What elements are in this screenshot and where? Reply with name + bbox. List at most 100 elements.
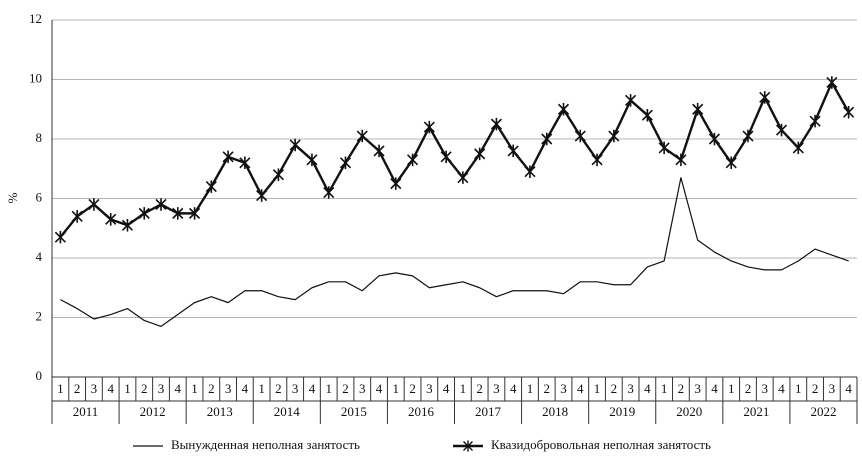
- x-tick-label: 1: [258, 381, 265, 396]
- legend-label: Квазидобровольная неполная занятость: [491, 437, 711, 452]
- year-label: 2016: [408, 404, 435, 419]
- x-tick-label: 3: [91, 381, 98, 396]
- marker: [692, 103, 704, 116]
- x-tick-label: 1: [325, 381, 332, 396]
- y-tick-label: 6: [36, 189, 43, 204]
- marker: [105, 213, 117, 226]
- marker: [205, 180, 217, 193]
- marker: [239, 156, 251, 170]
- x-tick-label: 4: [711, 381, 718, 396]
- x-tick-label: 3: [560, 381, 567, 396]
- x-tick-label: 4: [510, 381, 517, 396]
- marker: [188, 207, 201, 220]
- marker: [407, 153, 419, 167]
- marker: [608, 129, 620, 143]
- year-label: 2014: [274, 404, 301, 419]
- y-axis-label: %: [5, 192, 20, 203]
- x-tick-label: 3: [225, 381, 232, 396]
- marker: [440, 150, 452, 164]
- x-tick-label: 1: [393, 381, 400, 396]
- x-tick-label: 2: [476, 381, 483, 396]
- marker: [742, 129, 754, 143]
- marker: [289, 138, 301, 152]
- x-tick-label: 1: [460, 381, 467, 396]
- x-tick-label: 1: [124, 381, 131, 396]
- marker: [591, 153, 603, 167]
- marker: [524, 165, 536, 178]
- series-line: [60, 177, 849, 328]
- marker: [121, 219, 134, 232]
- marker: [507, 144, 519, 158]
- marker: [356, 129, 368, 143]
- marker: [675, 153, 687, 167]
- y-tick-label: 2: [36, 308, 43, 323]
- year-label: 2015: [341, 404, 367, 419]
- marker: [574, 129, 586, 143]
- x-tick-label: 1: [57, 381, 64, 396]
- marker: [88, 198, 100, 211]
- x-tick-label: 2: [812, 381, 819, 396]
- x-tick-label: 2: [342, 381, 349, 396]
- x-tick-label: 2: [141, 381, 148, 396]
- marker: [641, 108, 653, 122]
- marker: [708, 132, 721, 146]
- x-tick-label: 4: [443, 381, 450, 396]
- marker: [541, 132, 553, 146]
- y-tick-label: 8: [36, 130, 43, 145]
- year-label: 2021: [743, 404, 769, 419]
- marker: [759, 91, 771, 104]
- x-tick-label: 3: [493, 381, 500, 396]
- marker: [457, 171, 469, 184]
- x-tick-label: 4: [376, 381, 383, 396]
- x-tick-label: 3: [292, 381, 299, 396]
- year-label: 2018: [542, 404, 568, 419]
- x-tick-label: 2: [74, 381, 81, 396]
- x-tick-label: 3: [359, 381, 366, 396]
- marker: [306, 153, 318, 167]
- x-tick-label: 3: [426, 381, 433, 396]
- x-tick-label: 3: [158, 381, 165, 396]
- x-tick-label: 1: [728, 381, 735, 396]
- marker: [272, 168, 284, 181]
- marker: [463, 440, 473, 452]
- x-tick-label: 4: [175, 381, 182, 396]
- marker: [373, 144, 385, 158]
- x-tick-label: 3: [829, 381, 836, 396]
- marker: [843, 105, 855, 119]
- x-tick-label: 1: [527, 381, 534, 396]
- x-tick-label: 1: [191, 381, 198, 396]
- series-line: [59, 81, 850, 238]
- marker: [474, 147, 486, 161]
- x-tick-label: 4: [309, 381, 316, 396]
- x-tick-label: 1: [795, 381, 802, 396]
- marker: [775, 123, 788, 137]
- x-tick-label: 1: [594, 381, 601, 396]
- marker: [172, 207, 184, 220]
- y-tick-label: 10: [29, 70, 42, 85]
- marker: [423, 120, 435, 134]
- x-tick-label: 4: [107, 381, 114, 396]
- year-label: 2017: [475, 404, 502, 419]
- x-tick-label: 2: [611, 381, 618, 396]
- year-label: 2012: [140, 404, 166, 419]
- marker: [71, 210, 83, 223]
- x-tick-label: 4: [845, 381, 852, 396]
- marker: [339, 156, 352, 170]
- x-tick-label: 4: [242, 381, 249, 396]
- year-label: 2022: [810, 404, 836, 419]
- x-tick-label: 2: [275, 381, 282, 396]
- x-tick-label: 2: [678, 381, 685, 396]
- x-tick-label: 3: [762, 381, 769, 396]
- marker: [155, 198, 167, 211]
- x-tick-label: 4: [577, 381, 584, 396]
- y-tick-label: 0: [36, 368, 43, 383]
- x-tick-label: 4: [644, 381, 651, 396]
- marker: [256, 189, 268, 202]
- marker: [658, 141, 670, 155]
- x-tick-label: 4: [778, 381, 785, 396]
- x-tick-label: 2: [409, 381, 416, 396]
- marker: [792, 141, 804, 155]
- marker: [557, 103, 570, 116]
- y-tick-label: 4: [36, 249, 43, 264]
